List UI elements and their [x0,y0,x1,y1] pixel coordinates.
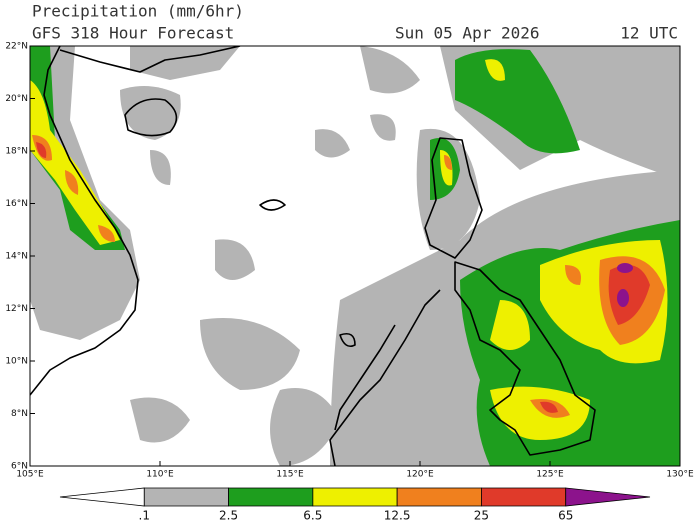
colorbar-segment [565,487,651,507]
coastlines [30,46,596,466]
lat-label: 8°N [11,409,28,419]
time: 12 UTC [620,24,678,43]
colorbar-segment [228,487,314,507]
lat-label: 12°N [5,304,28,314]
colorbar-label: 12.5 [384,509,411,523]
colorbar-label: 65 [558,509,573,523]
lat-label: 14°N [5,252,28,262]
colorbar-label: 2.5 [219,509,238,523]
lon-label: 115°E [276,470,304,480]
lat-label: 10°N [5,357,28,367]
map [30,46,680,466]
lon-label: 120°E [406,470,434,480]
colorbar-segment [312,487,398,507]
colorbar-segment [59,487,145,507]
date: Sun 05 Apr 2026 [395,24,540,43]
lat-label: 16°N [5,199,28,209]
lon-label: 110°E [146,470,174,480]
colorbar-segment [396,487,482,507]
title: Precipitation (mm/6hr) [32,2,244,21]
precip-max [617,263,633,307]
colorbar-segment [143,487,229,507]
colorbar: .1 2.5 6.5 12.5 25 65 [59,487,651,523]
lat-label: 18°N [5,147,28,157]
colorbar-segment [481,487,567,507]
precip-65 [36,142,650,413]
colorbar-label: 25 [474,509,489,523]
model: GFS 318 Hour Forecast [32,24,234,43]
lat-label: 20°N [5,94,28,104]
lon-label: 125°E [536,470,564,480]
colorbar-label: .1 [139,509,150,523]
lon-label: 130°E [666,470,694,480]
lat-label: 22°N [5,42,28,52]
colorbar-label: 6.5 [303,509,322,523]
lat-label: 6°N [11,462,28,472]
lon-label: 105°E [16,470,44,480]
